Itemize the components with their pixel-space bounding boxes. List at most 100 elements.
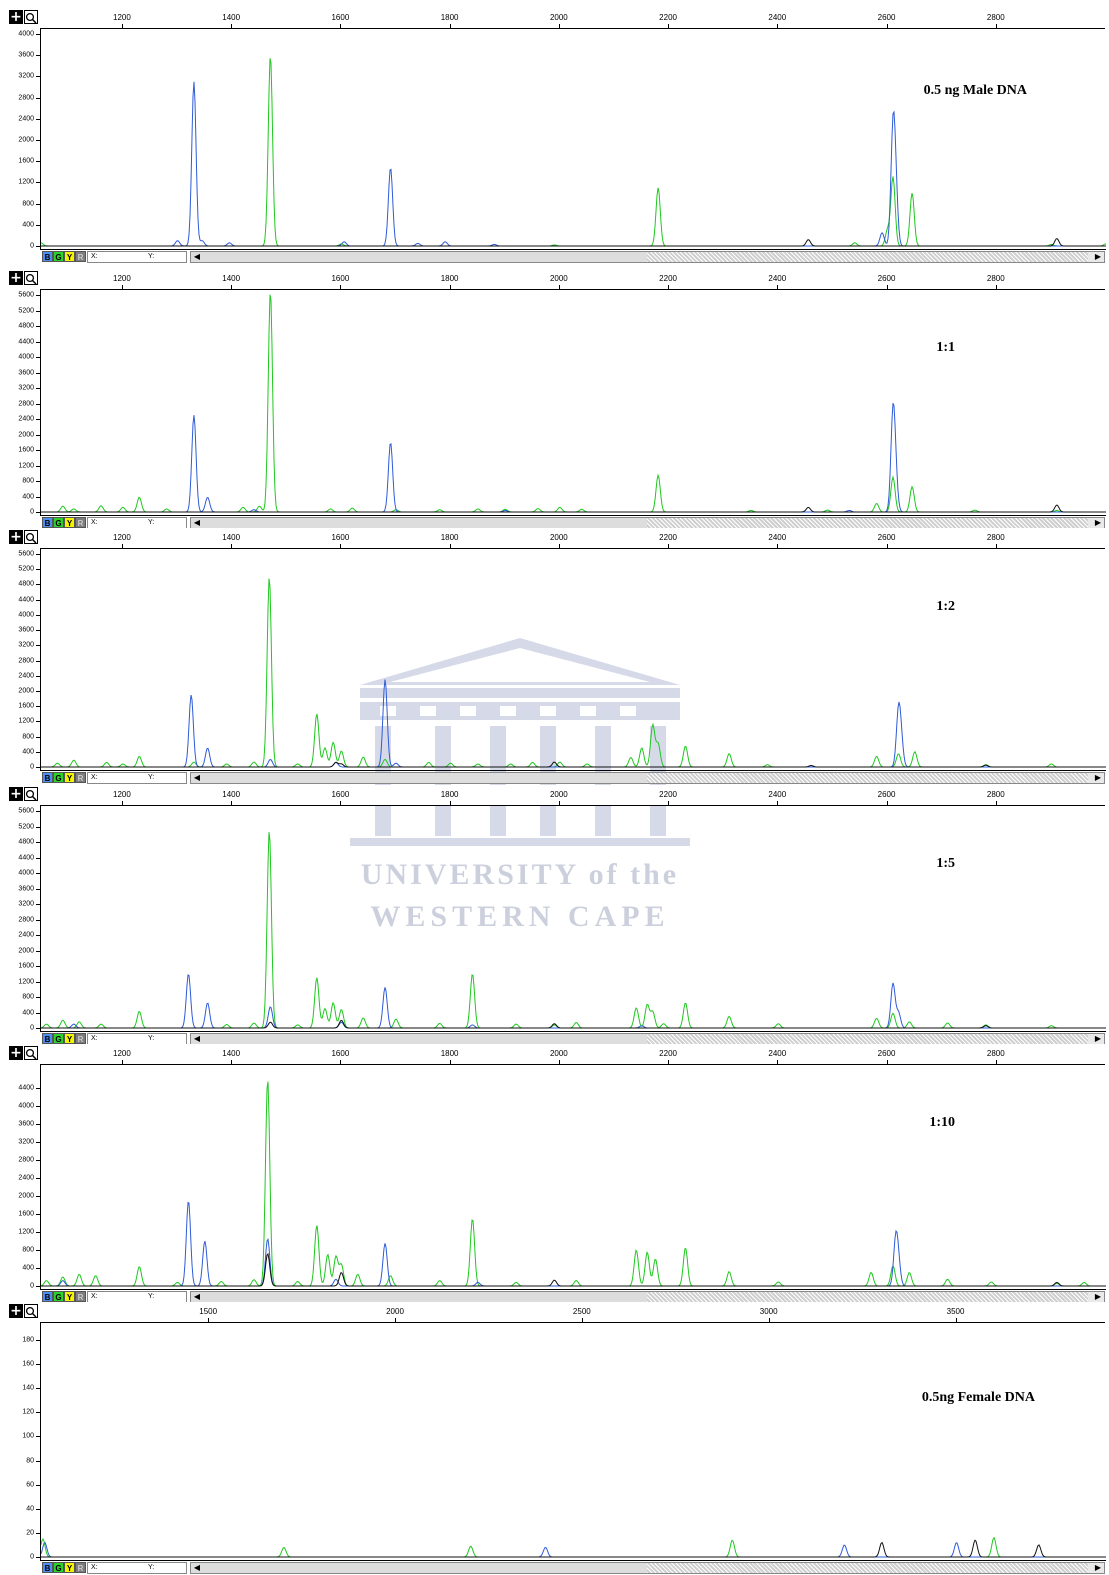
x-tick-label: 1800 xyxy=(440,790,459,799)
scrollbar-thumb[interactable] xyxy=(191,1292,648,1302)
dye-toggle-b[interactable]: B xyxy=(42,772,53,783)
dye-toggle-g[interactable]: G xyxy=(53,1562,64,1573)
x-tick-label: 1200 xyxy=(113,274,131,283)
magnify-button[interactable] xyxy=(24,530,38,544)
zoom-in-button[interactable]: + xyxy=(9,529,23,545)
panel-toolbar: +1200 1400 1600 1800 2000 2200 2400 2600 2800 xyxy=(0,8,1109,29)
x-tick-label: 1400 xyxy=(222,13,241,22)
y-tick xyxy=(36,1088,40,1089)
y-tick xyxy=(36,935,40,936)
x-coord-label: X: xyxy=(91,1293,98,1300)
dye-toggle-b[interactable]: B xyxy=(42,1291,53,1302)
dye-toggle-r[interactable]: R xyxy=(75,772,86,783)
dye-toggle-b[interactable]: B xyxy=(42,517,53,528)
scrollbar-track[interactable] xyxy=(647,1034,1088,1044)
x-tick xyxy=(995,1060,997,1064)
y-tick-label: 2800 xyxy=(18,657,34,664)
y-tick xyxy=(36,1364,40,1366)
y-tick-label: 2800 xyxy=(18,1156,34,1164)
dye-toggle-y[interactable]: Y xyxy=(64,517,75,528)
dye-toggle-g[interactable]: G xyxy=(53,1033,64,1044)
dye-toggle-r[interactable]: R xyxy=(75,251,86,262)
y-tick-label: 4000 xyxy=(18,30,34,38)
magnifier-icon xyxy=(25,273,37,285)
scrollbar-track[interactable] xyxy=(647,518,1088,528)
dye-toggle-r[interactable]: R xyxy=(75,1562,86,1573)
scroll-left-icon[interactable]: ◀ xyxy=(193,518,201,527)
x-coord-label: X: xyxy=(91,253,98,260)
scrollbar-thumb[interactable] xyxy=(191,1034,648,1044)
scroll-left-icon[interactable]: ◀ xyxy=(193,773,201,782)
y-tick-label: 3600 xyxy=(18,369,34,376)
scrollbar-thumb[interactable] xyxy=(191,518,648,528)
scrollbar-thumb[interactable] xyxy=(191,252,648,262)
zoom-in-button[interactable]: + xyxy=(9,1303,23,1319)
scroll-left-icon[interactable]: ◀ xyxy=(193,1563,201,1572)
dye-toggle-y[interactable]: Y xyxy=(64,1291,75,1302)
dye-toggle-y[interactable]: Y xyxy=(64,1562,75,1573)
y-tick xyxy=(36,888,40,890)
scroll-right-icon[interactable]: ▶ xyxy=(1094,1292,1102,1301)
dye-toggle-y[interactable]: Y xyxy=(64,1033,75,1044)
dye-toggle-b[interactable]: B xyxy=(42,1033,53,1044)
y-coord-label: Y: xyxy=(148,519,155,526)
scroll-left-icon[interactable]: ◀ xyxy=(193,1292,201,1301)
scroll-right-icon[interactable]: ▶ xyxy=(1094,1034,1102,1043)
magnify-button[interactable] xyxy=(24,787,38,801)
scroll-right-icon[interactable]: ▶ xyxy=(1094,518,1102,527)
x-tick xyxy=(121,801,123,805)
trace-svg xyxy=(41,578,1106,771)
dye-toggle-g[interactable]: G xyxy=(53,251,64,262)
zoom-in-button[interactable]: + xyxy=(9,270,23,286)
y-tick xyxy=(36,721,40,723)
scrollbar-track[interactable] xyxy=(647,1563,1088,1573)
magnify-button[interactable] xyxy=(24,271,38,285)
dye-toggle-r[interactable]: R xyxy=(75,517,86,528)
x-tick-label: 2500 xyxy=(572,1307,591,1316)
scrollbar-track[interactable] xyxy=(647,252,1088,262)
scroll-right-icon[interactable]: ▶ xyxy=(1094,773,1102,782)
dye-toggle-r[interactable]: R xyxy=(75,1291,86,1302)
scrollbar-thumb[interactable] xyxy=(191,1563,648,1573)
horizontal-scrollbar[interactable]: ◀ ▶ xyxy=(190,251,1105,263)
scroll-right-icon[interactable]: ▶ xyxy=(1094,252,1102,261)
zoom-in-button[interactable]: + xyxy=(9,1045,23,1061)
y-tick-label: 3200 xyxy=(18,384,34,392)
scrollbar-track[interactable] xyxy=(647,773,1088,783)
y-tick-label: 400 xyxy=(22,1264,34,1272)
x-tick xyxy=(340,544,342,548)
y-tick xyxy=(36,751,40,753)
scrollbar-track[interactable] xyxy=(647,1292,1088,1302)
x-tick-label: 1600 xyxy=(331,790,350,799)
magnifier-icon xyxy=(25,1048,37,1060)
dye-toggle-g[interactable]: G xyxy=(53,517,64,528)
horizontal-scrollbar[interactable]: ◀ ▶ xyxy=(190,1562,1105,1574)
horizontal-scrollbar[interactable]: ◀ ▶ xyxy=(190,1291,1105,1303)
scrollbar-thumb[interactable] xyxy=(191,773,648,783)
magnify-button[interactable] xyxy=(24,10,38,24)
dye-toggle-y[interactable]: Y xyxy=(64,772,75,783)
zoom-in-button[interactable]: + xyxy=(9,786,23,802)
horizontal-scrollbar[interactable]: ◀ ▶ xyxy=(190,772,1105,784)
dye-toggle-b[interactable]: B xyxy=(42,251,53,262)
magnify-button[interactable] xyxy=(24,1046,38,1060)
electropherogram-panel: +1200 1400 1600 1800 2000 2200 2400 2600 2800 0 40… xyxy=(0,1044,1109,1304)
y-tick-label: 3200 xyxy=(18,1138,34,1146)
scroll-left-icon[interactable]: ◀ xyxy=(193,252,201,261)
x-tick xyxy=(768,1318,770,1322)
zoom-in-button[interactable]: + xyxy=(9,9,23,25)
scroll-right-icon[interactable]: ▶ xyxy=(1094,1563,1102,1572)
dye-toggle-g[interactable]: G xyxy=(53,772,64,783)
dye-toggle-b[interactable]: B xyxy=(42,1562,53,1573)
x-tick xyxy=(995,285,997,289)
x-axis-ruler: 1200 1400 1600 1800 2000 2200 2400 2600 2800 xyxy=(40,1044,1105,1065)
y-tick xyxy=(36,465,40,467)
scroll-left-icon[interactable]: ◀ xyxy=(193,1034,201,1043)
y-tick xyxy=(36,584,40,586)
magnify-button[interactable] xyxy=(24,1304,38,1318)
y-tick xyxy=(36,1106,40,1107)
dye-toggle-g[interactable]: G xyxy=(53,1291,64,1302)
dye-toggle-y[interactable]: Y xyxy=(64,251,75,262)
y-tick-label: 120 xyxy=(22,1408,34,1416)
dye-toggle-r[interactable]: R xyxy=(75,1033,86,1044)
